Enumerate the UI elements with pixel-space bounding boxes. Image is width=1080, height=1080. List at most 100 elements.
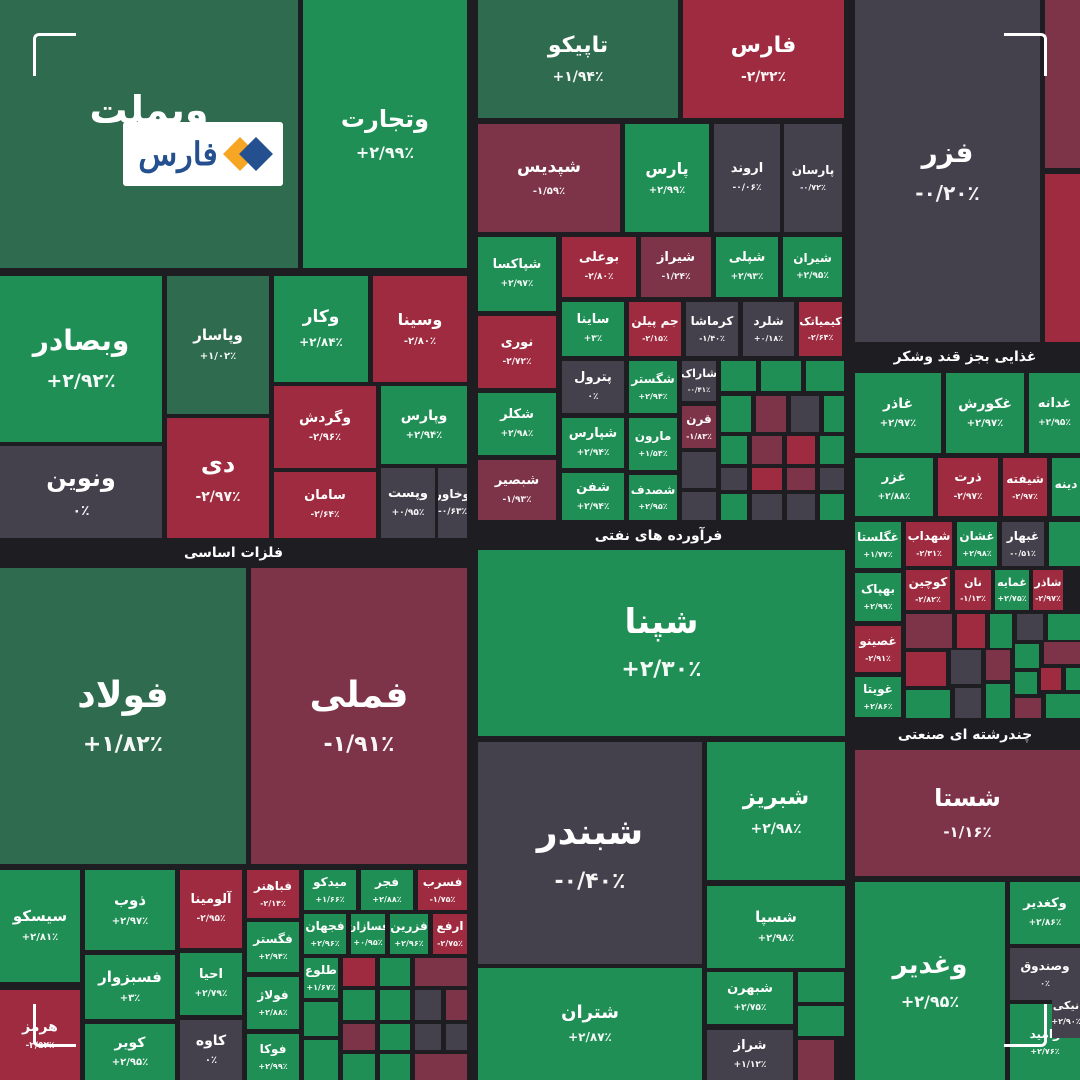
stock-tile[interactable]: میدکو +۱/۶۶٪	[304, 870, 356, 910]
stock-tile[interactable]: شبریز +۲/۹۸٪	[707, 742, 845, 880]
stock-tile[interactable]: مارون +۱/۵۴٪	[629, 418, 677, 470]
stock-tile[interactable]: وپست +۰/۹۵٪	[381, 468, 435, 538]
stock-tile[interactable]: شپاکسا +۲/۹۷٪	[478, 237, 556, 311]
stock-tile[interactable]: وکار +۲/۸۴٪	[274, 276, 368, 382]
stock-tile[interactable]: شاراک -۰/۴۱٪	[682, 361, 716, 401]
stock-change: +۲/۹۹٪	[258, 1061, 288, 1071]
stock-tile[interactable]: شبندر -۰/۴۰٪	[478, 742, 702, 964]
stock-tile[interactable]: فجر +۲/۸۸٪	[361, 870, 413, 910]
filler-tile	[415, 958, 467, 986]
stock-tile[interactable]: وپاسار +۱/۰۲٪	[167, 276, 269, 414]
stock-tile[interactable]: شفن +۲/۹۴٪	[562, 473, 624, 520]
stock-tile[interactable]: شبصیر -۱/۹۳٪	[478, 460, 556, 520]
stock-tile[interactable]: شهداب -۲/۳۱٪	[906, 522, 952, 566]
stock-tile[interactable]: غزر +۲/۸۸٪	[855, 458, 933, 516]
stock-tile[interactable]: ذوب +۲/۹۷٪	[85, 870, 175, 950]
stock-tile[interactable]: فجهان +۲/۹۶٪	[304, 914, 346, 954]
stock-tile[interactable]: بهپاک +۲/۹۹٪	[855, 573, 901, 621]
stock-tile[interactable]: تاپیکو +۱/۹۴٪	[478, 0, 678, 118]
stock-tile[interactable]: دینه	[1052, 458, 1080, 516]
stock-tile[interactable]: غصینو -۲/۹۱٪	[855, 626, 901, 672]
stock-tile[interactable]: غمایه +۲/۷۵٪	[995, 570, 1029, 610]
stock-tile[interactable]: فباهنر -۲/۱۴٪	[247, 870, 299, 918]
stock-tile[interactable]: وخاور -۰/۶۳٪	[438, 468, 467, 538]
stock-symbol: بوعلی	[578, 250, 620, 266]
stock-tile[interactable]: ونوین ۰٪	[0, 446, 162, 538]
stock-tile[interactable]: کرماشا -۱/۴۰٪	[686, 302, 738, 356]
stock-tile[interactable]: پارسان -۰/۷۲٪	[784, 124, 842, 232]
stock-tile[interactable]: غدانه +۲/۹۵٪	[1029, 373, 1080, 453]
stock-tile[interactable]: شلرد +۰/۱۸٪	[743, 302, 794, 356]
stock-tile[interactable]: جم پیلن -۲/۱۵٪	[629, 302, 681, 356]
stock-tile[interactable]: کویر +۲/۹۵٪	[85, 1024, 175, 1080]
stock-tile[interactable]: شراز +۱/۱۲٪	[707, 1030, 793, 1080]
stock-tile[interactable]: فگستر +۲/۹۴٪	[247, 922, 299, 972]
stock-tile[interactable]: شیران +۲/۹۵٪	[783, 237, 842, 297]
stock-tile[interactable]: شبهرن +۲/۷۵٪	[707, 972, 793, 1024]
stock-tile[interactable]: سیسکو +۲/۸۱٪	[0, 870, 80, 982]
stock-tile[interactable]: شپلی +۲/۹۳٪	[716, 237, 778, 297]
stock-tile[interactable]: کیمیاتک -۲/۶۴٪	[799, 302, 842, 356]
stock-tile[interactable]: پترول ۰٪	[562, 361, 624, 413]
stock-tile[interactable]: فارس -۲/۳۲٪	[683, 0, 844, 118]
stock-tile[interactable]: غکورش +۲/۹۷٪	[946, 373, 1024, 453]
stock-tile[interactable]: شیراز -۱/۲۴٪	[641, 237, 711, 297]
stock-tile[interactable]: شاذر -۲/۹۷٪	[1033, 570, 1063, 610]
stock-tile[interactable]: شپدیس -۱/۵۹٪	[478, 124, 620, 232]
stock-tile[interactable]: شکلر +۲/۹۸٪	[478, 393, 556, 455]
stock-tile[interactable]: وپارس +۲/۹۴٪	[381, 386, 467, 464]
stock-tile[interactable]: وسینا -۲/۸۰٪	[373, 276, 467, 382]
stock-tile[interactable]: غشان +۲/۹۸٪	[957, 522, 997, 566]
stock-tile[interactable]: سامان -۲/۶۴٪	[274, 472, 376, 538]
stock-tile[interactable]: فولاد +۱/۸۲٪	[0, 568, 246, 864]
stock-tile[interactable]: فسبزوار +۳٪	[85, 955, 175, 1019]
stock-tile[interactable]: ذرت -۲/۹۷٪	[938, 458, 998, 516]
stock-tile[interactable]: بوعلی -۲/۸۰٪	[562, 237, 636, 297]
stock-tile[interactable]: آلومینا -۲/۹۵٪	[180, 870, 242, 948]
stock-change: +۱/۸۲٪	[82, 732, 164, 758]
stock-tile[interactable]: فسرب -۱/۷۵٪	[418, 870, 467, 910]
stock-tile[interactable]: کوچین -۲/۸۲٪	[906, 570, 950, 610]
stock-tile[interactable]: شگستر +۲/۹۴٪	[629, 361, 677, 413]
stock-tile[interactable]: ارفع -۲/۷۵٪	[433, 914, 467, 954]
stock-tile[interactable]: قرن -۱/۸۳٪	[682, 406, 716, 448]
stock-tile[interactable]: فملی -۱/۹۱٪	[251, 568, 467, 864]
stock-tile[interactable]: اروند -۰/۰۶٪	[714, 124, 780, 232]
stock-tile[interactable]: غگلستا +۱/۷۷٪	[855, 522, 901, 568]
stock-tile[interactable]: نوری -۲/۷۲٪	[478, 316, 556, 388]
stock-tile[interactable]: ساینا +۳٪	[562, 302, 624, 356]
stock-tile[interactable]: شستا -۱/۱۶٪	[855, 750, 1080, 876]
stock-tile[interactable]: فسازان +۰/۹۵٪	[351, 914, 385, 954]
stock-tile[interactable]: طلوع +۱/۶۷٪	[304, 958, 338, 998]
stock-change: +۲/۸۷٪	[568, 1030, 612, 1045]
stock-tile[interactable]: غاذر +۲/۹۷٪	[855, 373, 941, 453]
stock-symbol: پترول	[574, 370, 612, 386]
stock-tile[interactable]: شصدف +۲/۹۵٪	[629, 475, 677, 520]
stock-tile[interactable]: شسپا +۲/۹۸٪	[707, 886, 845, 968]
stock-symbol: کاوه	[195, 1033, 227, 1050]
stock-tile[interactable]: وگردش -۲/۹۶٪	[274, 386, 376, 468]
stock-tile[interactable]: وغدیر +۲/۹۵٪	[855, 882, 1005, 1080]
stock-tile[interactable]: فزرین +۲/۹۶٪	[390, 914, 428, 954]
stock-tile[interactable]: وتجارت +۲/۹۹٪	[303, 0, 467, 268]
stock-tile[interactable]: وبصادر +۲/۹۲٪	[0, 276, 162, 442]
filler-tile	[798, 1040, 834, 1080]
stock-tile[interactable]: هرمز -۲/۵۲٪	[0, 990, 80, 1080]
stock-tile[interactable]: احیا +۲/۷۹٪	[180, 953, 242, 1015]
stock-tile[interactable]: غبهار -۰/۵۱٪	[1002, 522, 1044, 566]
stock-tile[interactable]: شیفته -۲/۹۷٪	[1003, 458, 1047, 516]
stock-tile[interactable]: فزر -۰/۲۰٪	[855, 0, 1040, 342]
stock-tile[interactable]: وصندوق ۰٪	[1010, 948, 1080, 1000]
stock-tile[interactable]: نان -۱/۱۳٪	[955, 570, 991, 610]
stock-tile[interactable]: شپارس +۲/۹۴٪	[562, 418, 624, 468]
stock-tile[interactable]: غویتا +۲/۸۶٪	[855, 677, 901, 717]
stock-tile[interactable]: کاوه ۰٪	[180, 1020, 242, 1080]
stock-tile[interactable]: فوکا +۲/۹۹٪	[247, 1034, 299, 1080]
stock-tile[interactable]: شتران +۲/۸۷٪	[478, 968, 702, 1080]
stock-tile[interactable]: شپنا +۲/۳۰٪	[478, 550, 845, 736]
stock-tile[interactable]: وکغدیر +۲/۸۶٪	[1010, 882, 1080, 944]
stock-tile[interactable]: نیکی +۲/۹۰٪	[1052, 988, 1080, 1038]
stock-tile[interactable]: دی -۲/۹۷٪	[167, 418, 269, 538]
stock-tile[interactable]: فولاژ +۲/۸۸٪	[247, 977, 299, 1029]
stock-tile[interactable]: پارس +۲/۹۹٪	[625, 124, 709, 232]
